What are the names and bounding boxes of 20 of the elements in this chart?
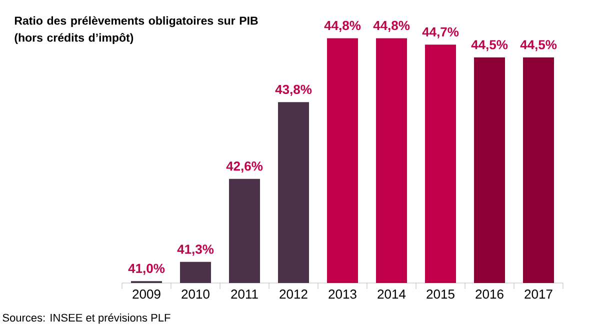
- x-tick-label: 2009: [132, 290, 160, 299]
- x-tick-label: 2010: [182, 290, 210, 299]
- source-note: Sources: INSEE et prévisions PLF: [2, 313, 170, 324]
- x-tick-label: 2017: [524, 290, 552, 299]
- data-label: 41,0%: [128, 264, 165, 275]
- x-tick-label: 2015: [426, 290, 454, 299]
- data-label: 44,7%: [422, 27, 459, 38]
- x-tick-label: 2011: [231, 290, 258, 299]
- data-label: 43,8%: [275, 84, 312, 96]
- data-label: 44,5%: [471, 40, 508, 52]
- chart-title: Ratio des prélèvements obligatoires sur PIB (hors crédits d’impôt): [14, 16, 258, 44]
- data-label: 44,5%: [520, 40, 557, 52]
- data-label: 44,8%: [373, 20, 410, 32]
- x-tick-label: 2014: [378, 290, 406, 299]
- x-tick-label: 2012: [280, 290, 308, 299]
- x-tick-label: 2016: [476, 290, 504, 299]
- data-label: 41,3%: [177, 244, 214, 256]
- x-tick-label: 2013: [328, 290, 356, 299]
- data-label: 44,8%: [324, 20, 361, 32]
- data-label: 42,6%: [226, 162, 263, 173]
